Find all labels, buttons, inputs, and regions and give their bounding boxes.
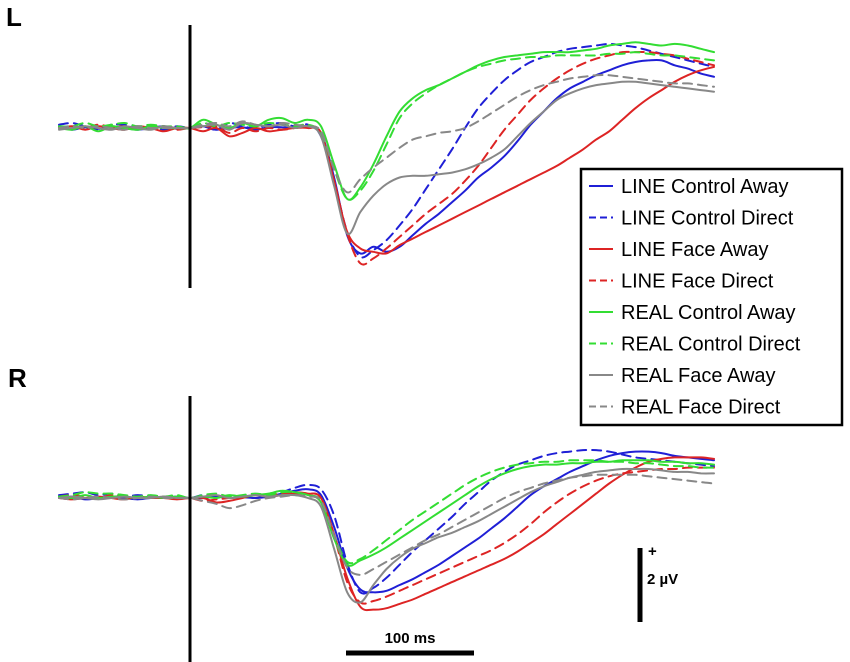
trace-right-real-control-away	[58, 459, 715, 567]
legend-item-real-control-away: REAL Control Away	[589, 302, 796, 324]
legend-item-line-control-away: LINE Control Away	[589, 176, 789, 198]
trace-right-real-face-direct	[58, 473, 715, 576]
legend-label: REAL Control Away	[621, 302, 796, 324]
legend-item-line-face-direct: LINE Face Direct	[589, 271, 774, 293]
panel-left-hemisphere: L	[6, 2, 715, 288]
legend-item-line-control-direct: LINE Control Direct	[589, 208, 794, 230]
trace-right-line-control-away	[58, 450, 715, 594]
polarity-label: +	[648, 543, 657, 560]
panel-label-right: R	[8, 363, 27, 393]
trace-left-real-face-away	[58, 80, 715, 236]
panel-label-left: L	[6, 2, 22, 32]
legend-label: LINE Control Away	[621, 176, 789, 198]
legend-label: REAL Face Direct	[621, 397, 781, 419]
legend-label: REAL Control Direct	[621, 334, 801, 356]
legend-label: LINE Face Direct	[621, 271, 774, 293]
legend-item-real-face-away: REAL Face Away	[589, 365, 776, 387]
legend-label: REAL Face Away	[621, 365, 776, 387]
legend-items: LINE Control Away LINE Control Direct LINE…	[589, 176, 801, 419]
traces-left	[58, 41, 715, 266]
trace-right-line-control-direct	[58, 448, 715, 595]
legend-item-real-face-direct: REAL Face Direct	[589, 397, 781, 419]
trace-left-real-face-direct	[58, 73, 715, 194]
trace-right-line-face-direct	[58, 466, 715, 605]
scale-bars: 100 ms + 2 µV	[346, 543, 678, 656]
legend-label: LINE Face Away	[621, 239, 768, 261]
legend-item-real-control-direct: REAL Control Direct	[589, 334, 801, 356]
traces-right	[58, 448, 715, 612]
time-scale-label: 100 ms	[385, 630, 436, 647]
panel-right-hemisphere: R	[8, 363, 715, 662]
trace-right-line-face-away	[58, 456, 715, 612]
trace-left-line-face-away	[58, 65, 715, 255]
amplitude-scale-label: 2 µV	[647, 571, 678, 588]
legend-box	[579, 167, 844, 427]
trace-right-real-face-away	[58, 467, 715, 604]
legend-label: LINE Control Direct	[621, 208, 794, 230]
legend-item-line-face-away: LINE Face Away	[589, 239, 768, 261]
legend: LINE Control Away LINE Control Direct LINE…	[579, 167, 844, 427]
